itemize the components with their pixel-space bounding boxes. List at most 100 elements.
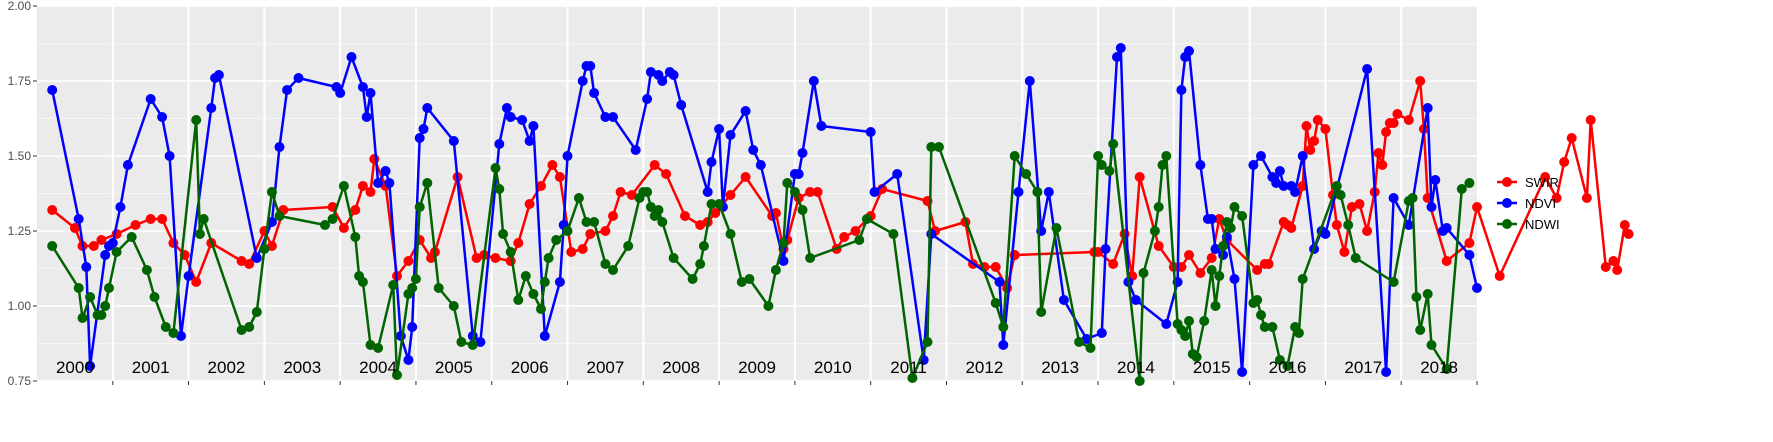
data-point — [1422, 289, 1433, 299]
data-point — [854, 235, 865, 245]
data-point — [725, 190, 736, 200]
data-point — [88, 241, 99, 251]
data-point — [1274, 355, 1285, 365]
data-point — [157, 214, 168, 224]
data-point — [1115, 43, 1126, 53]
data-point — [645, 67, 656, 77]
data-point — [1184, 250, 1194, 260]
data-point — [1138, 268, 1149, 278]
data-point — [850, 226, 861, 236]
data-point — [433, 283, 444, 293]
data-point — [157, 112, 168, 122]
legend-item-swir: SWIR — [1497, 175, 1559, 190]
data-point — [1388, 277, 1399, 287]
data-point — [1176, 85, 1187, 95]
data-point — [73, 214, 84, 224]
data-point — [1021, 169, 1032, 179]
data-point — [600, 112, 611, 122]
year-label: 2009 — [738, 358, 776, 377]
data-point — [1263, 259, 1274, 269]
data-point — [1051, 223, 1062, 233]
data-point — [1312, 115, 1323, 125]
data-point — [198, 214, 209, 224]
data-point — [122, 160, 133, 170]
data-point — [657, 217, 668, 227]
data-point — [365, 88, 376, 98]
data-point — [808, 76, 819, 86]
data-point — [714, 124, 725, 134]
data-point — [1058, 295, 1069, 305]
data-point — [1585, 115, 1596, 125]
legend-label: SWIR — [1525, 175, 1559, 190]
data-point — [740, 172, 751, 182]
data-point — [1392, 109, 1403, 119]
data-point — [608, 211, 618, 221]
year-label: 2018 — [1420, 358, 1458, 377]
data-point — [623, 241, 634, 251]
data-point — [251, 307, 262, 317]
data-point — [839, 232, 850, 242]
data-point — [933, 142, 944, 152]
data-point — [710, 208, 721, 218]
data-point — [1096, 160, 1107, 170]
data-point — [1104, 166, 1115, 176]
data-point — [1237, 211, 1248, 221]
year-label: 2004 — [359, 358, 397, 377]
data-point — [1043, 187, 1054, 197]
data-point — [562, 226, 573, 236]
series-ndvi — [47, 43, 1482, 377]
data-point — [1566, 133, 1577, 143]
data-point — [763, 301, 774, 311]
data-point — [380, 166, 391, 176]
data-point — [194, 229, 205, 239]
data-point — [1407, 193, 1418, 203]
data-point — [141, 265, 152, 275]
data-point — [1472, 202, 1482, 212]
data-point — [744, 274, 755, 284]
data-point — [1218, 241, 1229, 251]
data-point — [505, 247, 516, 257]
data-point — [85, 361, 96, 371]
data-point — [615, 187, 626, 197]
data-point — [1024, 76, 1035, 86]
data-point — [778, 256, 789, 266]
y-tick-label: 2.00 — [8, 0, 32, 13]
data-point — [608, 112, 618, 122]
data-point — [706, 157, 717, 167]
data-point — [1096, 328, 1107, 338]
y-axis: 0.75 1.00 1.25 1.50 1.75 2.00 — [8, 0, 37, 388]
data-point — [1415, 325, 1426, 335]
data-point — [1252, 295, 1263, 305]
year-labels: 2000 2001 2002 2003 2004 2005 2006 2007 2008 2009… — [56, 358, 1458, 377]
data-point — [168, 238, 179, 248]
data-point — [524, 199, 535, 209]
data-point — [1229, 274, 1240, 284]
data-point — [1267, 322, 1278, 332]
data-point — [736, 277, 747, 287]
data-point — [111, 247, 122, 257]
data-point — [1403, 115, 1414, 125]
data-point — [630, 145, 641, 155]
data-point — [539, 277, 550, 287]
series-ndwi — [47, 115, 1475, 386]
data-point — [365, 187, 376, 197]
data-point — [1214, 271, 1225, 281]
data-point — [668, 253, 679, 263]
y-tick-label: 1.25 — [8, 224, 32, 238]
data-point — [1377, 160, 1388, 170]
series-swir — [47, 76, 1634, 293]
data-point — [145, 214, 156, 224]
data-point — [505, 112, 516, 122]
data-point — [1415, 76, 1426, 86]
data-point — [176, 331, 186, 341]
data-point — [418, 124, 429, 134]
data-point — [410, 274, 421, 284]
data-point — [1108, 259, 1119, 269]
data-point — [554, 172, 565, 182]
data-point — [536, 304, 546, 314]
data-point — [994, 277, 1005, 287]
data-point — [585, 61, 596, 71]
data-point — [1180, 331, 1191, 341]
data-point — [1297, 274, 1308, 284]
data-point — [100, 301, 111, 311]
